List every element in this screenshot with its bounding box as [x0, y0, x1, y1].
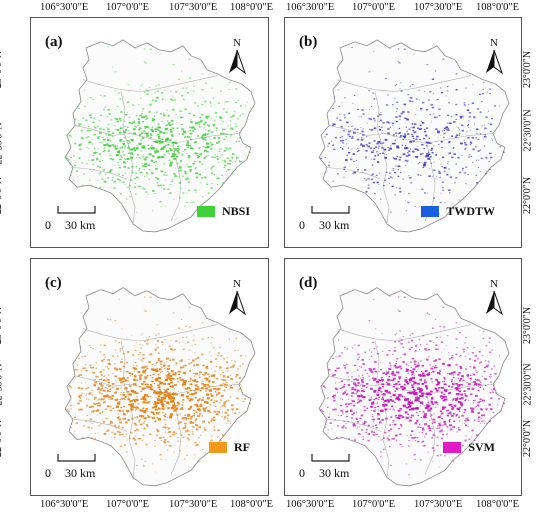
- map-panel-a: (a) N 0 30 km NBSI: [30, 17, 269, 248]
- scale-distance: 30 km: [65, 218, 96, 232]
- bottom-lon-tick-5: 106°30'0"E: [286, 499, 335, 510]
- county-boundary: [324, 166, 382, 180]
- bottom-lon-tick-6: 107°0'0"E: [352, 499, 396, 510]
- county-boundary: [328, 125, 496, 144]
- north-letter: N: [233, 278, 241, 290]
- north-letter: N: [233, 37, 241, 49]
- north-arrow-icon: [229, 290, 247, 316]
- classified-pixels: [320, 295, 509, 476]
- study-area-map: [318, 39, 510, 233]
- county-boundary: [336, 324, 472, 342]
- right-lat-tick-b1: 23°0'0"N: [522, 50, 534, 89]
- classified-pixels: [66, 296, 255, 473]
- scale-bar-line: [57, 454, 96, 462]
- legend-swatch: [196, 206, 215, 217]
- study-area-map: [64, 39, 256, 233]
- county-boundary: [82, 324, 218, 342]
- north-arrow-icon: [486, 49, 504, 75]
- bottom-lon-tick-1: 106°30'0"E: [40, 499, 89, 510]
- left-lat-tick-c2: 22°30'0"N: [0, 363, 5, 406]
- study-area-map: [64, 287, 256, 487]
- study-area-map: [318, 287, 510, 487]
- right-lat-tick-d3: 22°0'0"N: [522, 419, 534, 458]
- panel-label: (d): [299, 275, 318, 291]
- panel-label: (a): [45, 34, 63, 50]
- map-panel-c: (c) N 0 30 km RF: [30, 258, 269, 496]
- top-lon-tick-7: 107°30'0"E: [414, 2, 463, 13]
- county-boundary: [328, 375, 496, 395]
- top-lon-tick-8: 108°0'0"E: [476, 2, 520, 13]
- bottom-lon-tick-4: 108°0'0"E: [230, 499, 274, 510]
- top-lon-tick-5: 106°30'0"E: [286, 2, 335, 13]
- scale-distance: 30 km: [65, 466, 96, 480]
- right-lat-tick-d2: 22°30'0"N: [522, 363, 534, 406]
- scale-zero: 0: [45, 466, 51, 480]
- county-boundary: [336, 75, 472, 92]
- right-lat-tick-b3: 22°0'0"N: [522, 176, 534, 215]
- legend: NBSI: [196, 204, 250, 219]
- scale-bar: 0 30 km: [299, 453, 351, 481]
- right-lat-tick-d1: 23°0'0"N: [522, 306, 534, 345]
- county-boundary: [70, 418, 128, 432]
- legend: TWDTW: [421, 204, 495, 219]
- top-lon-tick-6: 107°0'0"E: [352, 2, 396, 13]
- north-arrow: N: [481, 279, 507, 321]
- classified-pixels: [66, 46, 255, 220]
- classified-pixels: [320, 46, 505, 215]
- north-arrow: N: [481, 38, 507, 80]
- north-arrow-icon: [229, 49, 247, 75]
- scale-bar-line: [311, 206, 350, 214]
- legend-swatch: [209, 442, 227, 453]
- legend-label: SVM: [468, 440, 495, 454]
- scale-bar-line: [57, 206, 96, 214]
- left-lat-tick-c1: 23°0'0"N: [0, 306, 5, 345]
- scale-zero: 0: [299, 466, 305, 480]
- bottom-lon-tick-3: 107°30'0"E: [169, 499, 218, 510]
- map-panel-d: (d) N 0 30 km SVM: [284, 258, 522, 496]
- top-lon-tick-2: 107°0'0"E: [106, 2, 150, 13]
- top-lon-tick-1: 106°30'0"E: [40, 2, 89, 13]
- top-lon-tick-4: 108°0'0"E: [230, 2, 274, 13]
- panel-label: (c): [45, 275, 62, 291]
- left-lat-tick-a3: 22°0'0"N: [0, 176, 5, 215]
- left-lat-tick-c3: 22°0'0"N: [0, 419, 5, 458]
- north-arrow: N: [224, 38, 250, 80]
- north-letter: N: [490, 37, 498, 49]
- bottom-lon-tick-7: 107°30'0"E: [414, 499, 463, 510]
- legend-swatch: [421, 206, 440, 217]
- north-letter: N: [490, 278, 498, 290]
- legend-label: RF: [234, 440, 250, 454]
- legend-label: NBSI: [221, 204, 250, 218]
- panel-label: (b): [299, 34, 318, 50]
- scale-distance: 30 km: [319, 218, 350, 232]
- map-panel-b: (b) N 0 30 km TWDTW: [284, 17, 522, 248]
- scale-bar: 0 30 km: [299, 205, 351, 233]
- legend-label: TWDTW: [446, 204, 495, 218]
- scale-zero: 0: [45, 218, 51, 232]
- legend: SVM: [443, 440, 495, 455]
- county-boundary: [82, 75, 218, 92]
- scale-bar: 0 30 km: [45, 205, 97, 233]
- bottom-lon-tick-8: 108°0'0"E: [476, 499, 520, 510]
- right-lat-tick-b2: 22°30'0"N: [522, 109, 534, 152]
- scale-bar-line: [311, 454, 350, 462]
- north-arrow: N: [224, 279, 250, 321]
- bottom-lon-tick-2: 107°0'0"E: [106, 499, 150, 510]
- county-boundary: [74, 125, 242, 144]
- left-lat-tick-a2: 22°30'0"N: [0, 122, 5, 165]
- scale-zero: 0: [299, 218, 305, 232]
- scale-bar: 0 30 km: [45, 453, 97, 481]
- legend: RF: [209, 440, 250, 455]
- legend-swatch: [443, 442, 462, 453]
- county-boundary: [70, 166, 128, 180]
- top-lon-tick-3: 107°30'0"E: [169, 2, 218, 13]
- north-arrow-icon: [486, 290, 504, 316]
- scale-distance: 30 km: [319, 466, 350, 480]
- left-lat-tick-a1: 23°0'0"N: [0, 50, 5, 89]
